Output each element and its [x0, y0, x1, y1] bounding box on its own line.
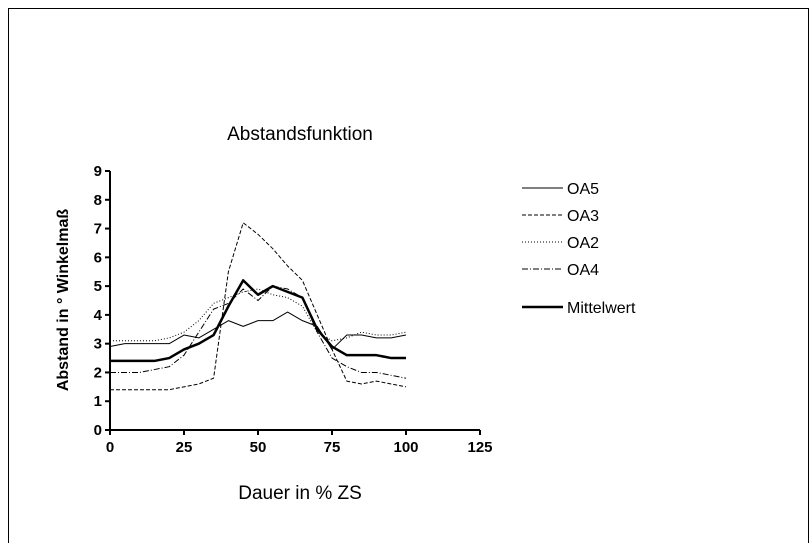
legend-label: OA5: [567, 181, 599, 198]
x-tick-label: 0: [106, 439, 114, 456]
x-axis-label: Dauer in % ZS: [238, 483, 362, 504]
y-tick-label: 7: [94, 221, 102, 238]
y-tick-label: 6: [94, 249, 102, 266]
y-axis-label: Abstand in ° Winkelmaß: [55, 209, 72, 392]
x-tick-label: 125: [467, 439, 492, 456]
y-tick-label: 2: [94, 364, 102, 381]
y-tick-label: 0: [94, 422, 102, 439]
legend-label: OA2: [567, 235, 599, 252]
y-tick-label: 9: [94, 163, 102, 180]
x-tick-label: 25: [176, 439, 193, 456]
series-line: [110, 279, 406, 363]
legend-label: OA4: [567, 262, 599, 279]
x-tick-label: 100: [393, 439, 418, 456]
y-tick-label: 5: [94, 278, 102, 295]
series-line: [110, 222, 407, 391]
x-tick-label: 75: [324, 439, 341, 456]
y-tick-label: 3: [94, 336, 102, 353]
chart-title: Abstandsfunktion: [227, 124, 373, 145]
legend-label: Mittelwert: [567, 300, 636, 317]
series-line: [109, 311, 407, 350]
y-tick-label: 1: [94, 393, 102, 410]
y-tick-label: 8: [94, 192, 102, 209]
legend-label: OA3: [567, 208, 599, 225]
frame: [8, 8, 809, 543]
series-line: [110, 285, 407, 379]
y-tick-label: 4: [94, 307, 103, 324]
x-tick-label: 50: [250, 439, 267, 456]
